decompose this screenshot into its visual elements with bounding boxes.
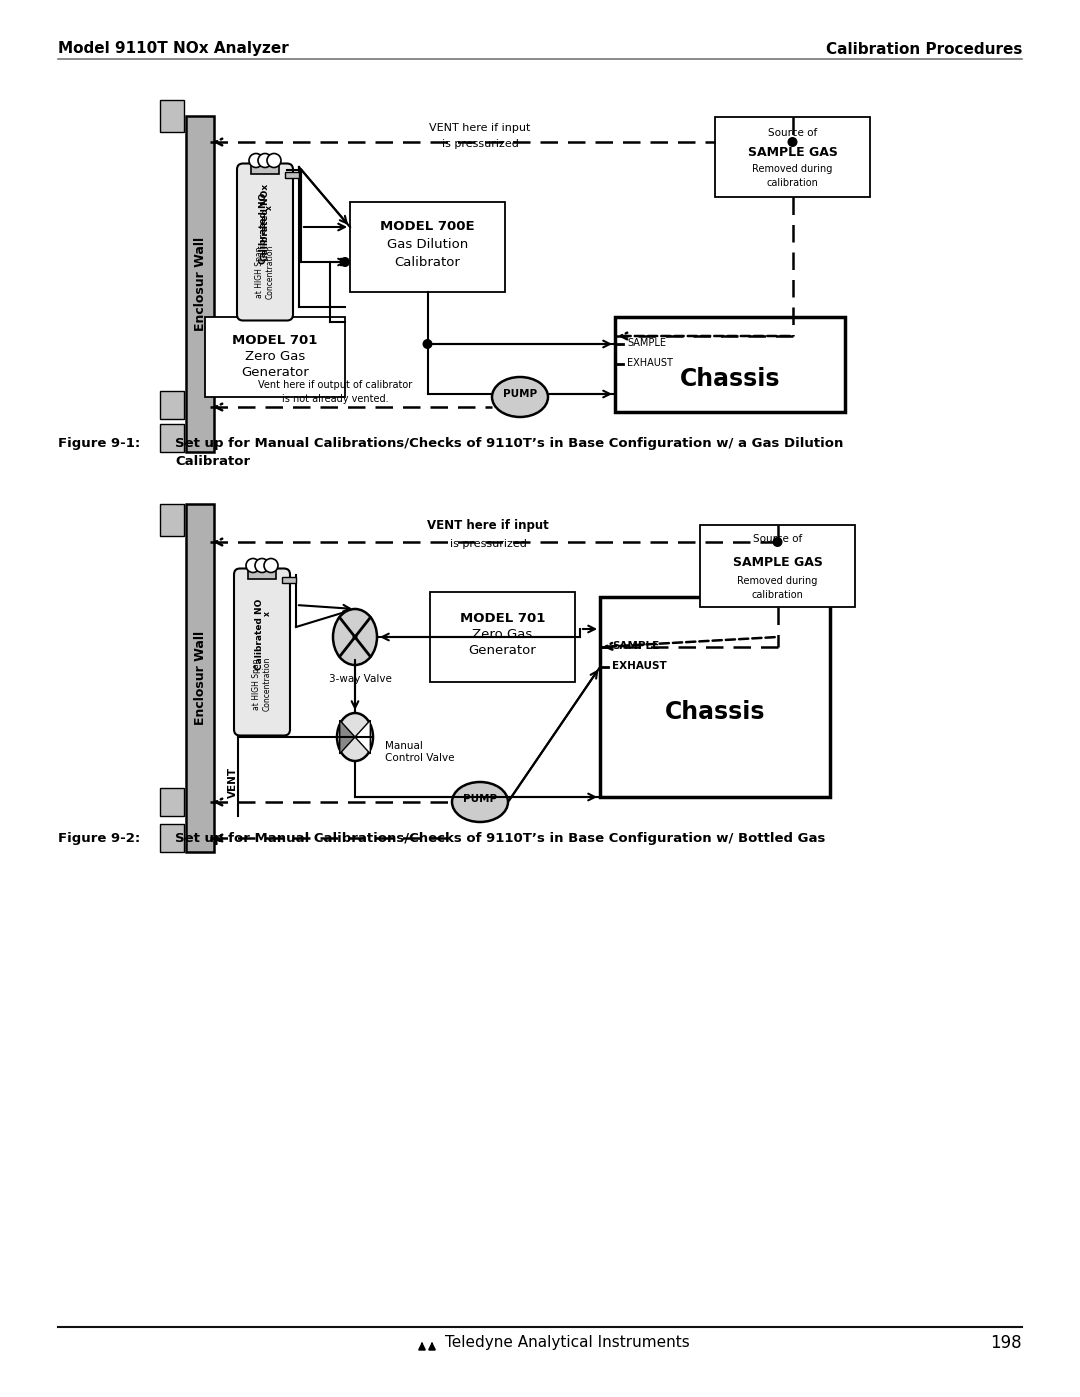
Text: Model 9110T NOx Analyzer: Model 9110T NOx Analyzer <box>58 42 288 56</box>
Text: Figure 9-1:: Figure 9-1: <box>58 437 140 450</box>
Text: SAMPLE: SAMPLE <box>627 338 666 348</box>
Text: Set up for Manual Calibrations/Checks of 9110T’s in Base Configuration w/ Bottle: Set up for Manual Calibrations/Checks of… <box>175 833 825 845</box>
Text: is not already vented.: is not already vented. <box>282 394 389 404</box>
Text: SAMPLE GAS: SAMPLE GAS <box>747 147 837 159</box>
Circle shape <box>258 154 272 168</box>
Text: Enclosur Wall: Enclosur Wall <box>193 237 206 331</box>
Text: Calibrator: Calibrator <box>394 257 460 270</box>
FancyBboxPatch shape <box>234 569 291 735</box>
Text: EXHAUST: EXHAUST <box>612 661 666 671</box>
Bar <box>160 788 184 816</box>
Bar <box>251 163 279 173</box>
Ellipse shape <box>337 712 373 761</box>
Text: Enclosur Wall: Enclosur Wall <box>193 631 206 725</box>
Text: Calibrated NO: Calibrated NO <box>258 193 268 264</box>
Text: at HIGH Span
Concentration: at HIGH Span Concentration <box>253 657 272 711</box>
Text: SAMPLE GAS: SAMPLE GAS <box>732 556 823 569</box>
Circle shape <box>352 634 357 640</box>
Bar <box>285 172 299 177</box>
Circle shape <box>264 559 278 573</box>
Text: Set up for Manual Calibrations/Checks of 9110T’s in Base Configuration w/ a Gas : Set up for Manual Calibrations/Checks of… <box>175 437 843 450</box>
Text: SAMPLE: SAMPLE <box>612 641 659 651</box>
Circle shape <box>249 154 264 168</box>
Text: Source of: Source of <box>768 129 818 138</box>
Circle shape <box>340 257 350 267</box>
Circle shape <box>772 536 783 548</box>
Polygon shape <box>355 721 370 754</box>
Ellipse shape <box>492 377 548 416</box>
Bar <box>715 117 870 197</box>
Text: Generator: Generator <box>469 644 537 658</box>
Text: PUMP: PUMP <box>463 793 497 805</box>
Bar <box>282 577 296 583</box>
Bar <box>160 824 184 852</box>
Text: at HIGH Span
Concentration: at HIGH Span Concentration <box>255 244 274 299</box>
Text: Calibrated NOx: Calibrated NOx <box>260 183 270 261</box>
Text: Vent here if output of calibrator: Vent here if output of calibrator <box>258 380 413 390</box>
Text: Removed during: Removed during <box>738 576 818 585</box>
Text: 3-way Valve: 3-way Valve <box>328 673 391 685</box>
Text: Calibrated NO: Calibrated NO <box>256 598 265 669</box>
Text: calibration: calibration <box>752 590 804 599</box>
Text: MODEL 701: MODEL 701 <box>232 334 318 348</box>
Text: VENT here if input: VENT here if input <box>427 520 549 532</box>
Bar <box>600 597 831 798</box>
Text: calibration: calibration <box>767 177 819 189</box>
Text: Zero Gas: Zero Gas <box>472 629 532 641</box>
Bar <box>160 425 184 453</box>
Polygon shape <box>340 721 355 754</box>
Text: MODEL 700E: MODEL 700E <box>380 221 475 233</box>
Bar <box>248 569 276 578</box>
Text: Gas Dilution: Gas Dilution <box>387 239 468 251</box>
Text: x: x <box>262 612 271 616</box>
Bar <box>160 504 184 536</box>
Bar <box>205 317 345 397</box>
Text: Calibrator: Calibrator <box>175 455 251 468</box>
Ellipse shape <box>453 782 508 821</box>
Text: Zero Gas: Zero Gas <box>245 351 306 363</box>
Bar <box>615 317 845 412</box>
Text: is pressurized: is pressurized <box>442 138 518 149</box>
Text: Source of: Source of <box>753 534 802 543</box>
Bar <box>160 101 184 131</box>
Bar <box>186 504 214 852</box>
Text: is pressurized: is pressurized <box>449 539 526 549</box>
Text: Chassis: Chassis <box>665 700 766 724</box>
Bar <box>160 391 184 419</box>
Text: Generator: Generator <box>241 366 309 380</box>
Text: EXHAUST: EXHAUST <box>627 358 673 367</box>
Circle shape <box>267 154 281 168</box>
Text: VENT: VENT <box>228 767 238 798</box>
Text: Figure 9-2:: Figure 9-2: <box>58 833 140 845</box>
Text: VENT here if input: VENT here if input <box>430 123 530 133</box>
Circle shape <box>255 559 269 573</box>
Text: Removed during: Removed during <box>753 163 833 175</box>
Text: PUMP: PUMP <box>503 388 537 400</box>
FancyBboxPatch shape <box>237 163 293 320</box>
Circle shape <box>422 339 432 349</box>
Text: Chassis: Chassis <box>679 367 780 391</box>
Text: x: x <box>265 205 273 211</box>
Text: Teledyne Analytical Instruments: Teledyne Analytical Instruments <box>445 1336 690 1351</box>
Circle shape <box>787 137 797 147</box>
Text: Manual
Control Valve: Manual Control Valve <box>384 742 455 763</box>
Ellipse shape <box>333 609 377 665</box>
Bar <box>186 116 214 453</box>
Bar <box>700 525 855 608</box>
Bar <box>350 203 505 292</box>
Text: Calibration Procedures: Calibration Procedures <box>825 42 1022 56</box>
Text: 198: 198 <box>990 1334 1022 1352</box>
Bar <box>430 592 575 682</box>
Circle shape <box>246 559 260 573</box>
Text: MODEL 701: MODEL 701 <box>460 612 545 626</box>
